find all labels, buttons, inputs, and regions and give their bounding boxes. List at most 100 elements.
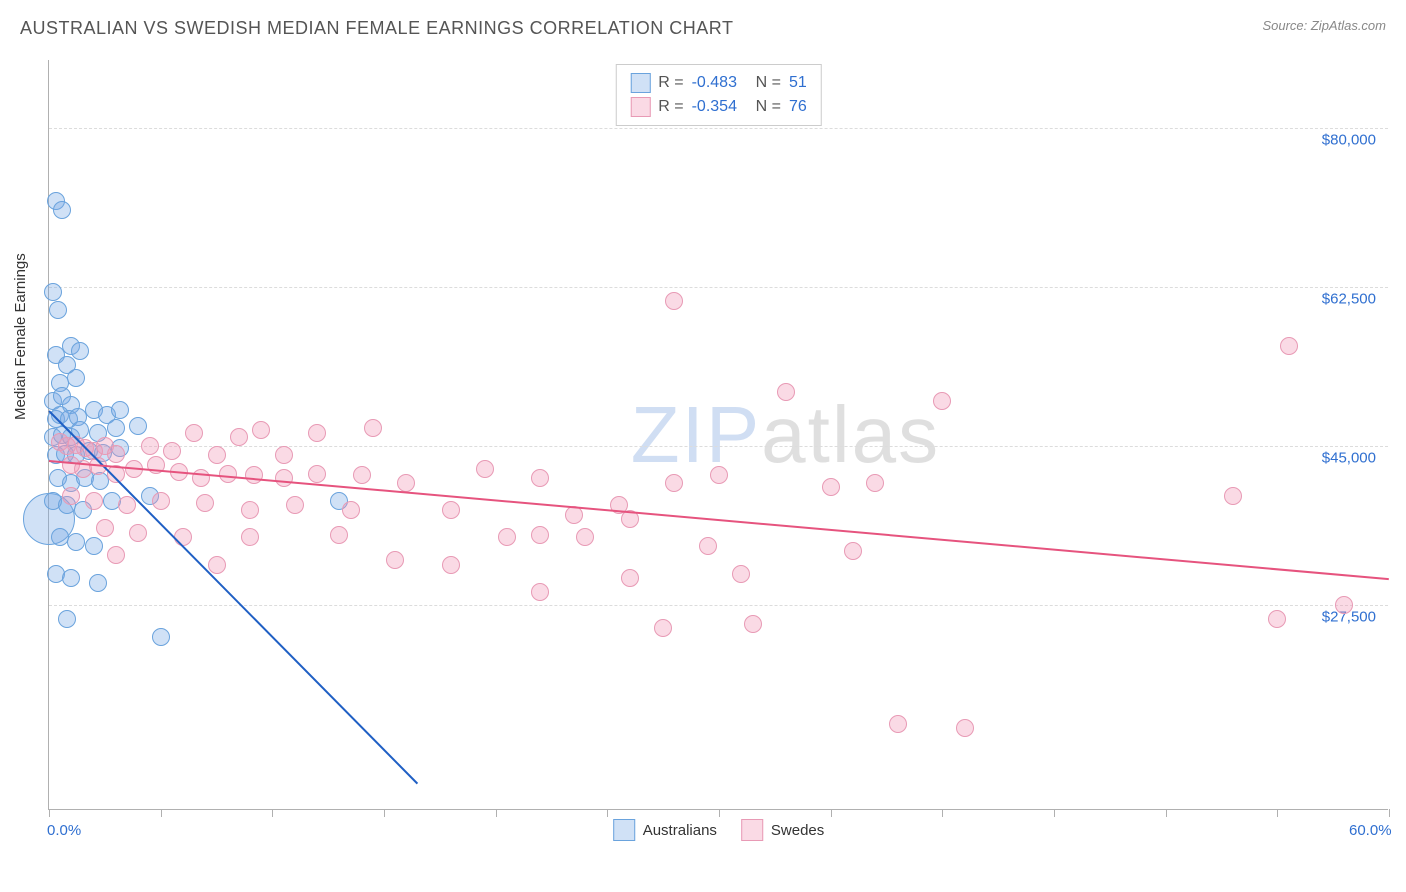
scatter-point [53,201,71,219]
scatter-point [67,369,85,387]
scatter-point [67,533,85,551]
scatter-point [308,465,326,483]
scatter-point [245,466,263,484]
y-tick-label: $45,000 [1322,450,1376,467]
x-tick [942,809,943,817]
scatter-point [531,469,549,487]
x-tick [1277,809,1278,817]
scatter-point [152,628,170,646]
scatter-point [275,446,293,464]
legend-r-value: -0.483 [692,74,748,92]
scatter-point [85,492,103,510]
scatter-point [386,551,404,569]
grid-line [49,128,1388,129]
x-tick [49,809,50,817]
scatter-point [498,528,516,546]
scatter-point [1335,596,1353,614]
scatter-point [174,528,192,546]
legend-swatch [630,73,650,93]
x-tick [384,809,385,817]
scatter-point [364,419,382,437]
scatter-point [96,519,114,537]
x-tick [607,809,608,817]
legend-n-label: N = [756,74,781,92]
scatter-point [576,528,594,546]
scatter-point [1268,610,1286,628]
scatter-point [889,715,907,733]
legend-row: R =-0.354N =76 [630,95,806,119]
scatter-point [531,526,549,544]
scatter-point [308,424,326,442]
scatter-point [208,446,226,464]
x-tick [1054,809,1055,817]
scatter-point [219,465,237,483]
scatter-point [844,542,862,560]
scatter-point [241,528,259,546]
scatter-point [141,437,159,455]
scatter-point [654,619,672,637]
scatter-point [330,526,348,544]
scatter-point [665,474,683,492]
scatter-point [107,546,125,564]
scatter-point [241,501,259,519]
stats-legend: R = -0.483 N = 51 R =-0.354N =76 [615,64,821,126]
series-legend-label: Swedes [771,822,824,839]
scatter-point [744,615,762,633]
grid-line [49,605,1388,606]
scatter-point [163,442,181,460]
x-tick [1166,809,1167,817]
scatter-point [397,474,415,492]
scatter-point [185,424,203,442]
scatter-chart: ZIPatlas R =-0.483N =51R =-0.354N =76 Au… [48,60,1388,810]
scatter-point [107,445,125,463]
scatter-point [476,460,494,478]
legend-n-value: 76 [789,98,807,116]
legend-swatch [630,97,650,117]
scatter-point [118,496,136,514]
scatter-point [44,283,62,301]
series-legend-label: Australians [643,822,717,839]
scatter-point [62,487,80,505]
scatter-point [111,401,129,419]
scatter-point [866,474,884,492]
grid-line [49,287,1388,288]
scatter-point [275,469,293,487]
scatter-point [342,501,360,519]
x-tick [496,809,497,817]
scatter-point [129,524,147,542]
x-tick [719,809,720,817]
legend-r-label: R = [658,74,683,92]
scatter-point [152,492,170,510]
x-tick-label: 60.0% [1349,822,1392,839]
scatter-point [89,574,107,592]
chart-title: AUSTRALIAN VS SWEDISH MEDIAN FEMALE EARN… [20,18,733,39]
scatter-point [62,569,80,587]
scatter-point [933,392,951,410]
scatter-point [85,537,103,555]
x-tick [1389,809,1390,817]
scatter-point [665,292,683,310]
series-legend-item: Swedes [741,819,824,841]
watermark: ZIPatlas [631,389,940,481]
scatter-point [621,569,639,587]
x-tick [831,809,832,817]
scatter-point [442,501,460,519]
scatter-point [252,421,270,439]
series-legend: Australians Swedes [613,819,825,841]
legend-r-value: -0.354 [692,98,748,116]
scatter-point [699,537,717,555]
scatter-point [710,466,728,484]
scatter-point [208,556,226,574]
legend-swatch [741,819,763,841]
scatter-point [107,419,125,437]
series-legend-item: Australians [613,819,717,841]
legend-row: R = -0.483 N = 51 [630,71,806,95]
scatter-point [196,494,214,512]
scatter-point [1280,337,1298,355]
y-axis-label: Median Female Earnings [12,253,29,420]
x-tick-label: 0.0% [47,822,81,839]
y-tick-label: $62,500 [1322,291,1376,308]
legend-n-value: 51 [789,74,807,92]
scatter-point [442,556,460,574]
scatter-point [777,383,795,401]
